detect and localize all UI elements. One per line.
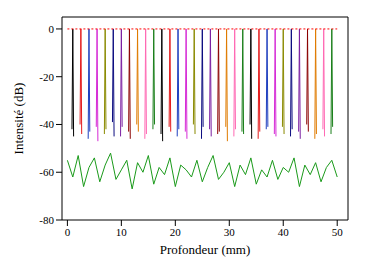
svg-text:20: 20 [170,226,182,238]
svg-text:-20: -20 [39,71,54,83]
svg-text:Intensité (dB): Intensité (dB) [11,83,26,155]
svg-text:40: 40 [278,226,290,238]
svg-text:0: 0 [65,226,71,238]
svg-text:10: 10 [116,226,128,238]
svg-text:0: 0 [49,23,55,35]
svg-text:30: 30 [224,226,236,238]
svg-text:Profondeur (mm): Profondeur (mm) [160,242,251,257]
svg-text:50: 50 [332,226,344,238]
svg-text:-80: -80 [39,214,54,226]
svg-text:-40: -40 [39,118,54,130]
svg-text:-60: -60 [39,166,54,178]
